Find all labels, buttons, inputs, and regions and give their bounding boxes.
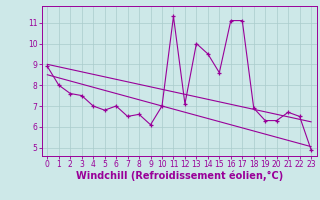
X-axis label: Windchill (Refroidissement éolien,°C): Windchill (Refroidissement éolien,°C) (76, 171, 283, 181)
